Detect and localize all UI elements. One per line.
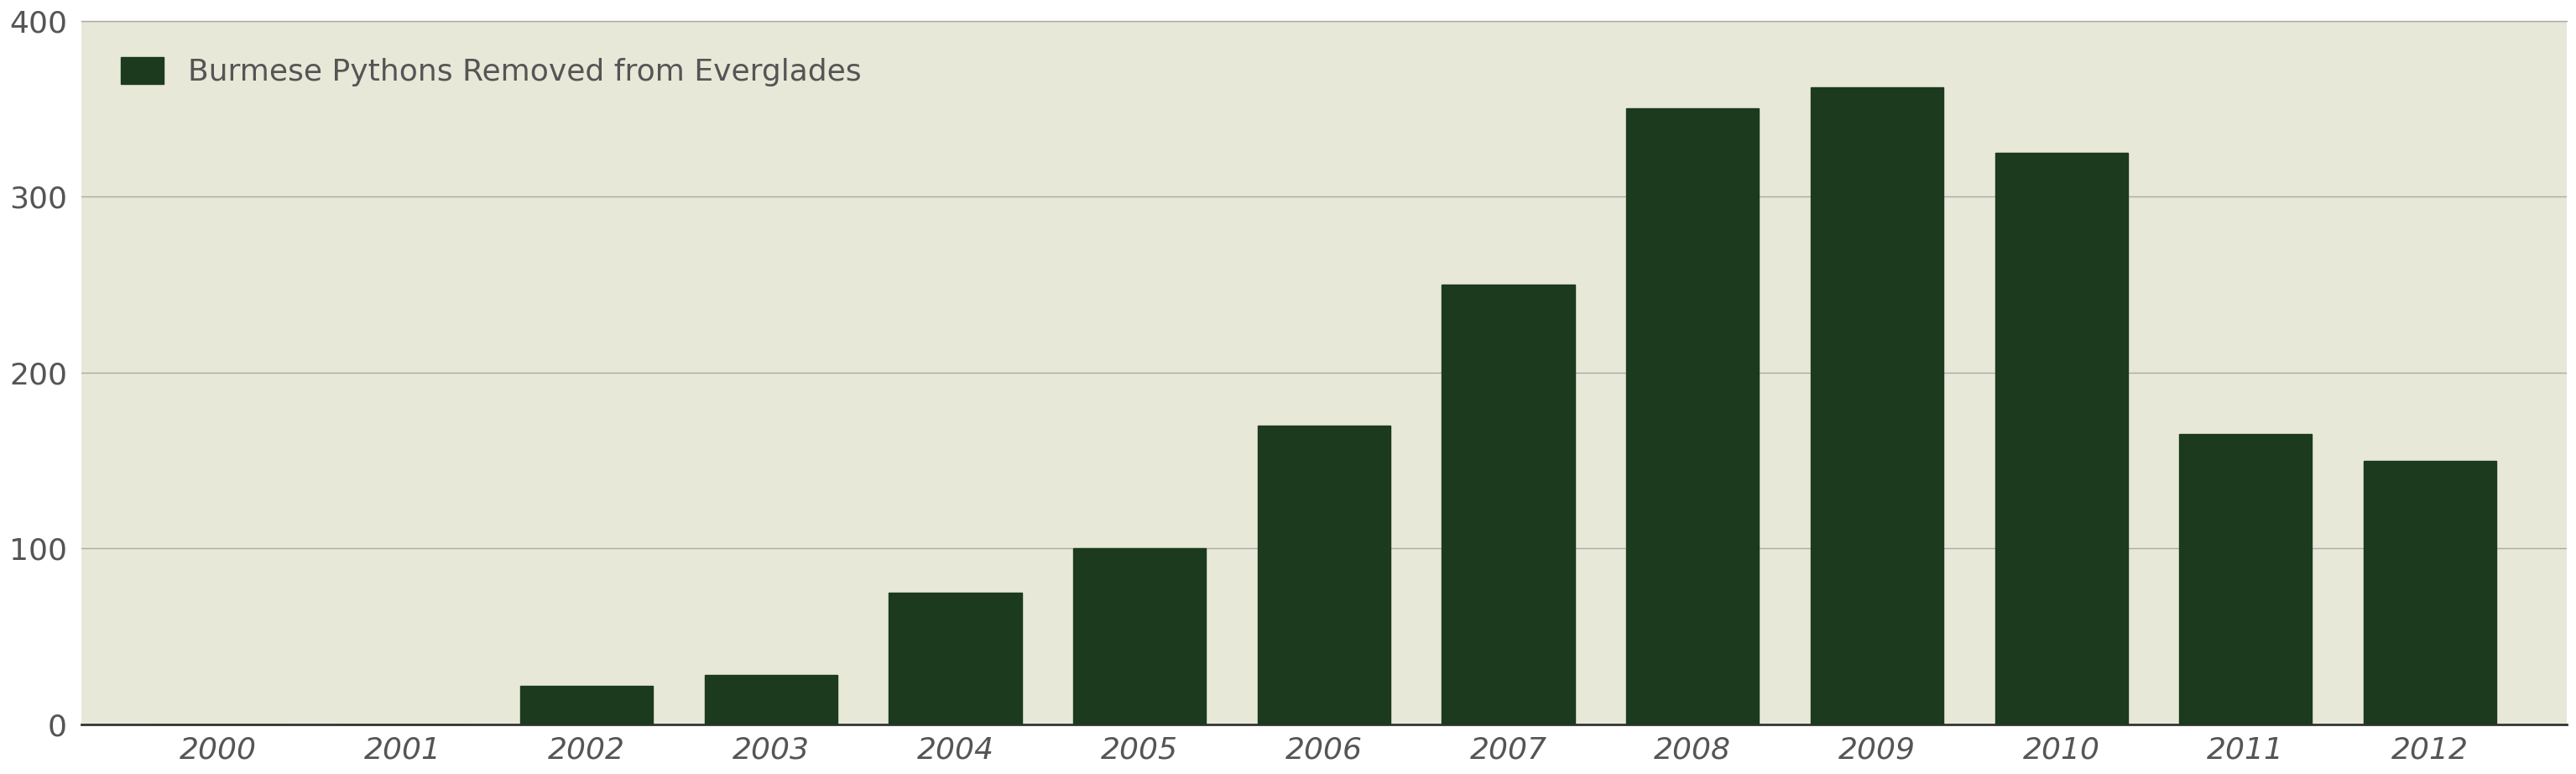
Bar [520,686,652,724]
Bar [889,593,1023,724]
Bar [2179,434,2313,724]
Bar [1257,426,1391,724]
Bar [1625,108,1759,724]
Bar [1811,87,1942,724]
Bar [1443,285,1574,724]
Bar [1994,152,2128,724]
Legend: Burmese Pythons Removed from Everglades: Burmese Pythons Removed from Everglades [121,57,860,87]
Bar [706,675,837,724]
Bar [2365,461,2496,724]
Bar [1074,549,1206,724]
